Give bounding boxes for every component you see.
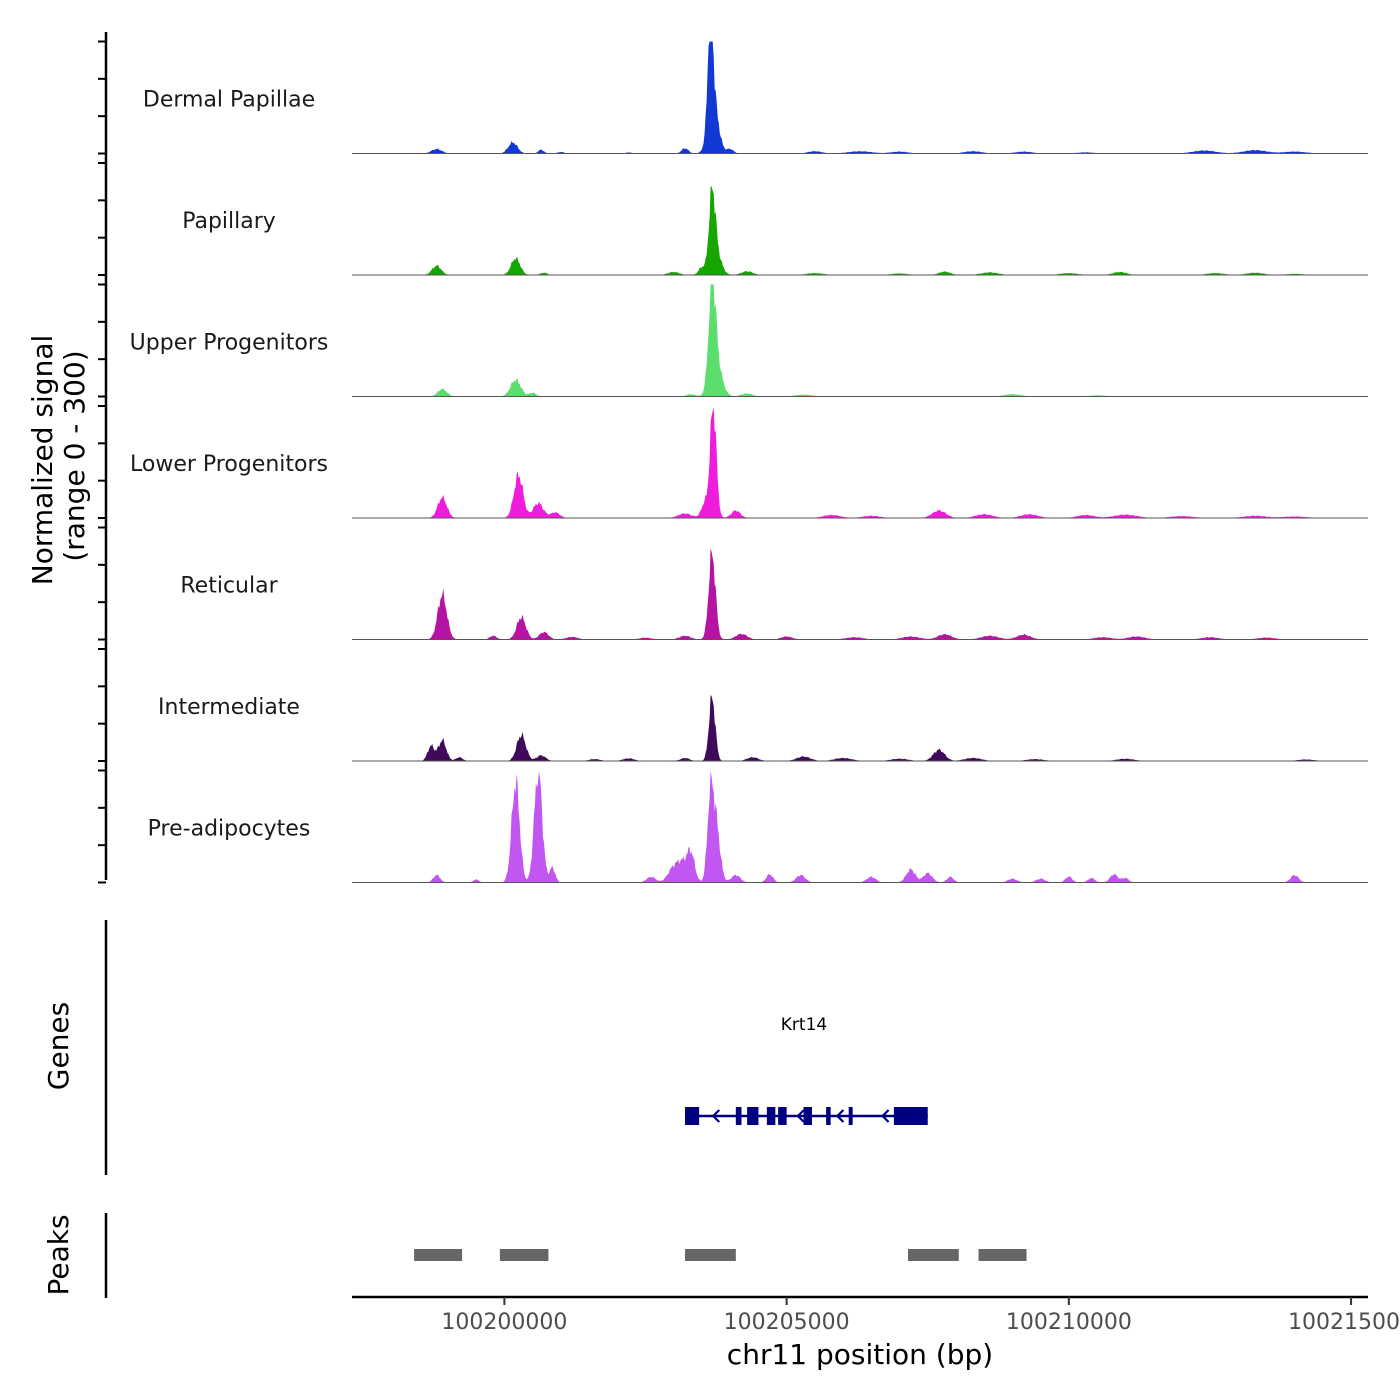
y-axis-title-line2: (range 0 - 300) <box>58 350 91 561</box>
gene-exon-7 <box>826 1107 831 1125</box>
signal-track-5: Reticular <box>180 548 1368 640</box>
coverage-area-4 <box>352 407 1368 518</box>
signal-track-1: Dermal Papillae <box>143 41 1368 154</box>
track-label-7: Pre-adipocytes <box>148 817 311 842</box>
signal-track-6: Intermediate <box>158 694 1368 762</box>
gene-exon-9 <box>893 1107 928 1125</box>
x-axis-title: chr11 position (bp) <box>727 1338 993 1371</box>
gene-exon-6 <box>803 1107 813 1125</box>
gene-strand-arrow-2 <box>796 1109 805 1123</box>
track-label-2: Papillary <box>182 209 276 234</box>
x-tick-label-4: 100215000 <box>1288 1310 1400 1335</box>
peak-region-2 <box>499 1249 549 1261</box>
peak-region-3 <box>685 1249 736 1261</box>
genes-track-label: Genes <box>42 1002 75 1090</box>
gene-exon-1 <box>685 1107 700 1125</box>
peak-region-4 <box>907 1249 959 1261</box>
peaks-track-label: Peaks <box>42 1214 75 1295</box>
coverage-area-6 <box>352 694 1368 761</box>
x-axis-ticks: 100200000 100205000 100210000 100215000 <box>441 1297 1400 1335</box>
gene-name-label: Krt14 <box>781 1015 827 1035</box>
peak-region-5 <box>978 1249 1027 1261</box>
x-tick-label-1: 100200000 <box>441 1310 567 1335</box>
gene-strand-arrow-1 <box>711 1109 721 1123</box>
gene-strand-arrow-4 <box>881 1109 890 1123</box>
x-tick-label-2: 100205000 <box>724 1310 850 1335</box>
track-label-5: Reticular <box>180 574 278 599</box>
coverage-area-2 <box>352 185 1368 275</box>
signal-track-2: Papillary <box>182 185 1368 276</box>
x-tick-label-3: 100210000 <box>1006 1310 1132 1335</box>
track-label-4: Lower Progenitors <box>130 452 328 477</box>
peak-region-1 <box>414 1249 463 1261</box>
coverage-area-3 <box>352 284 1368 397</box>
signal-tracks: Dermal Papillae Papillary Upper Progenitor… <box>130 41 1368 883</box>
signal-track-7: Pre-adipocytes <box>148 770 1368 883</box>
gene-exon-3 <box>747 1107 759 1125</box>
peak-regions <box>414 1249 1027 1261</box>
gene-strand-arrow-3 <box>835 1109 845 1123</box>
coverage-area-5 <box>352 548 1368 640</box>
y-axis-title-line1: Normalized signal <box>26 335 59 586</box>
coverage-area-1 <box>352 41 1368 154</box>
coverage-area-7 <box>352 770 1368 883</box>
y-axis-ticks <box>98 40 106 884</box>
gene-model <box>685 1107 928 1125</box>
signal-track-3: Upper Progenitors <box>130 284 1368 397</box>
signal-track-4: Lower Progenitors <box>130 407 1368 519</box>
gene-exon-8 <box>848 1107 853 1125</box>
gene-exon-2 <box>735 1107 742 1125</box>
gene-exon-5 <box>778 1107 787 1125</box>
gene-exon-4 <box>766 1107 776 1125</box>
track-label-3: Upper Progenitors <box>130 331 329 356</box>
track-label-6: Intermediate <box>158 695 300 720</box>
track-label-1: Dermal Papillae <box>143 88 315 113</box>
